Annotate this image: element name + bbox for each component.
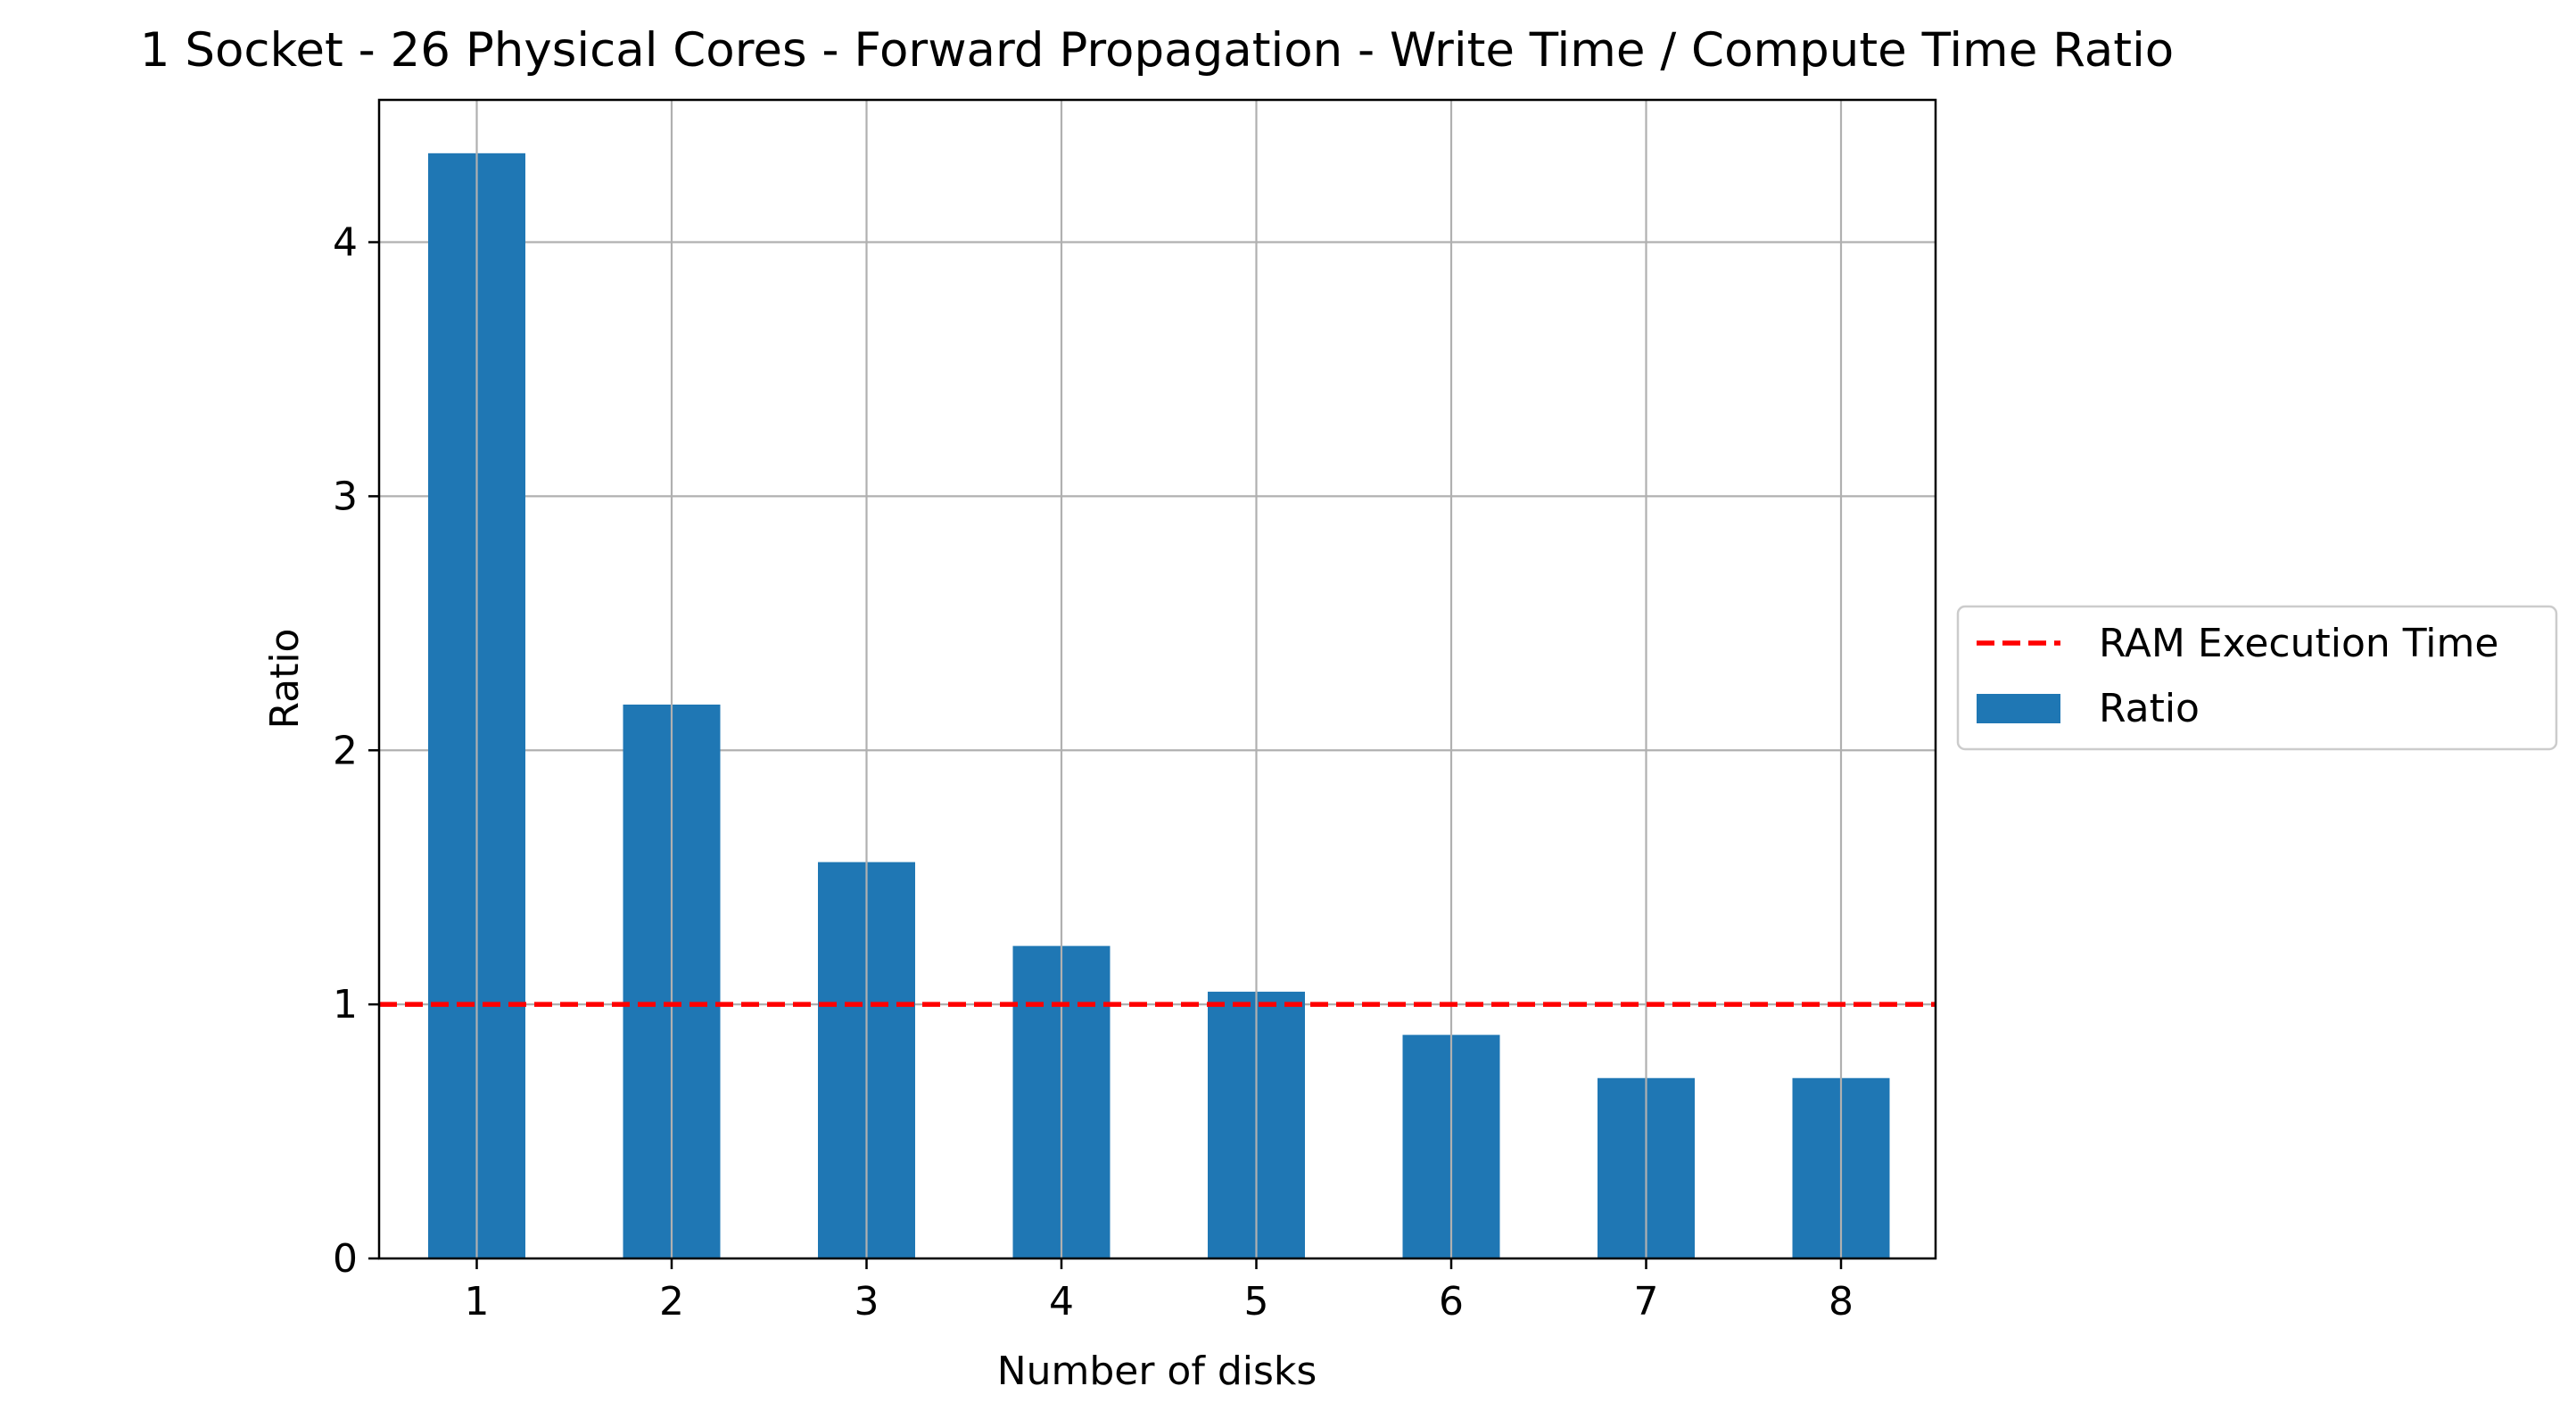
legend-frame	[1956, 605, 2558, 751]
x-tick-label-1: 1	[465, 1279, 490, 1324]
x-tick-label-7: 7	[1634, 1279, 1659, 1324]
chart-title: 1 Socket - 26 Physical Cores - Forward P…	[140, 23, 2174, 78]
vertical-grid-over-bars	[475, 100, 1843, 1258]
x-tick-label-5: 5	[1244, 1279, 1269, 1324]
y-tick-label-4: 4	[333, 220, 358, 266]
x-tick-label-8: 8	[1829, 1279, 1854, 1324]
legend-swatch-ratio	[1977, 694, 2060, 723]
x-axis-label: Number of disks	[997, 1349, 1317, 1394]
x-tick-label-2: 2	[659, 1279, 684, 1324]
y-tick-label-0: 0	[333, 1236, 358, 1282]
y-tick-label-3: 3	[333, 474, 358, 519]
y-tick-label-2: 2	[333, 728, 358, 773]
plot-frame	[377, 98, 1937, 1260]
y-axis-ticks: 0 1 2 3 4	[333, 220, 379, 1282]
legend: RAM Execution Time Ratio	[1956, 605, 2558, 751]
x-axis-ticks: 1 2 3 4 5 6 7 8	[465, 1258, 1854, 1324]
x-tick-label-3: 3	[855, 1279, 879, 1324]
legend-label-ram-execution-time: RAM Execution Time	[2099, 621, 2498, 666]
x-tick-label-4: 4	[1049, 1279, 1074, 1324]
y-axis-label: Ratio	[262, 629, 308, 730]
legend-label-ratio: Ratio	[2099, 686, 2200, 731]
x-tick-label-6: 6	[1439, 1279, 1464, 1324]
y-tick-label-1: 1	[333, 982, 358, 1027]
